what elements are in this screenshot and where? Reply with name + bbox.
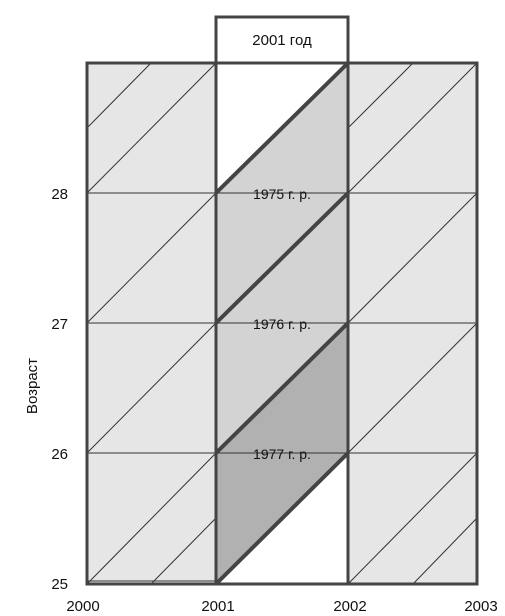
x-tick-2002: 2002 xyxy=(333,598,366,615)
cohort-label-1977: 1977 г. р. xyxy=(253,446,311,462)
y-tick-25: 25 xyxy=(51,576,68,593)
x-tick-2001: 2001 xyxy=(201,598,234,615)
cohort-label-1975: 1975 г. р. xyxy=(253,186,311,202)
x-tick-2000: 2000 xyxy=(66,598,99,615)
cohort-life-lines xyxy=(214,61,350,586)
x-tick-2003: 2003 xyxy=(464,598,497,615)
year-column-frame xyxy=(214,15,350,586)
grid-diagonal-lines xyxy=(86,62,478,585)
year-header-label: 2001 год xyxy=(252,32,312,49)
y-tick-27: 27 xyxy=(51,316,68,333)
y-axis-title: Возраст xyxy=(24,358,41,414)
cohort-label-1976: 1976 г. р. xyxy=(253,316,311,332)
grid-horizontal-lines xyxy=(87,192,477,582)
y-tick-26: 26 xyxy=(51,446,68,463)
y-tick-28: 28 xyxy=(51,186,68,203)
